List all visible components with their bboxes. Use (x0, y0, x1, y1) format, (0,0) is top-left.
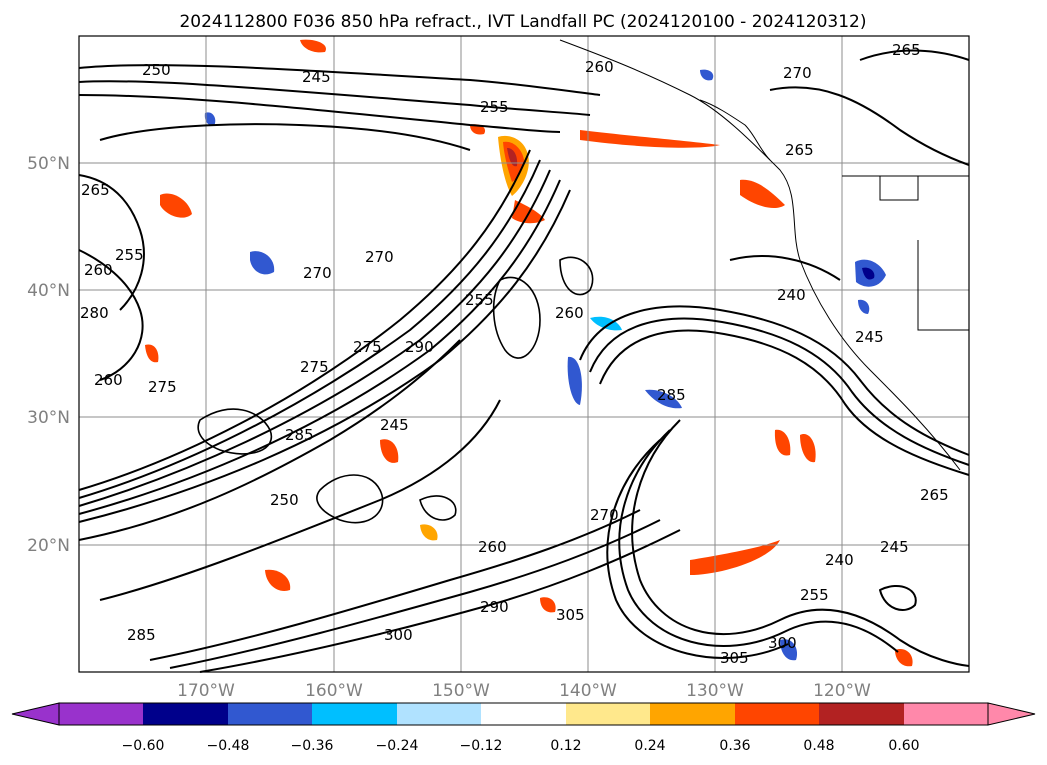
colorbar-tick: −0.60 (122, 738, 165, 754)
contour-label: 265 (785, 141, 814, 159)
colorbar-segment (566, 703, 650, 725)
contour-label: 260 (94, 371, 123, 389)
contour-label: 285 (127, 626, 156, 644)
map-frame (78, 35, 970, 673)
contour-label: 245 (302, 68, 331, 86)
colorbar-tick: 0.48 (803, 738, 834, 754)
contour-label: 260 (585, 58, 614, 76)
contour-label: 270 (303, 264, 332, 282)
colorbar-segments (59, 703, 988, 725)
refractivity-shading (145, 39, 913, 667)
colorbar-segment (397, 703, 481, 725)
contour-label: 260 (84, 261, 113, 279)
contour-labels: 250 245 255 260 270 265 265 265 255 260 … (80, 41, 949, 667)
contour-label: 255 (480, 98, 509, 116)
contour-label: 275 (353, 338, 382, 356)
contour-label: 255 (800, 586, 829, 604)
lat-lon-grid (79, 36, 969, 672)
lon-label: 130°W (686, 681, 744, 701)
lon-labels: 170°W 160°W 150°W 140°W 130°W 120°W (177, 681, 871, 701)
contour-label: 260 (478, 538, 507, 556)
lon-label: 160°W (305, 681, 363, 701)
contour-label: 300 (384, 626, 413, 644)
colorbar-tick: 0.36 (719, 738, 750, 754)
lon-label: 120°W (813, 681, 871, 701)
colorbar-segment (650, 703, 735, 725)
contour-label: 275 (148, 378, 177, 396)
contour-label: 265 (892, 41, 921, 59)
contour-label: 260 (555, 304, 584, 322)
contour-label: 245 (380, 416, 409, 434)
colorbar-segment (904, 703, 988, 725)
colorbar-segment (819, 703, 904, 725)
contour-label: 285 (657, 386, 686, 404)
colorbar-tick: 0.12 (550, 738, 581, 754)
contour-label: 240 (825, 551, 854, 569)
contour-label: 280 (80, 304, 109, 322)
contour-label: 270 (365, 248, 394, 266)
map-panel: 250 245 255 260 270 265 265 265 255 260 … (78, 35, 970, 673)
colorbar-tick: −0.24 (376, 738, 419, 754)
contour-label: 305 (720, 649, 749, 667)
colorbar-tick: −0.36 (291, 738, 334, 754)
colorbar: −0.60 −0.48 −0.36 −0.24 −0.12 0.12 0.24 … (11, 702, 1036, 754)
contour-label: 240 (777, 286, 806, 304)
contour-label: 290 (480, 598, 509, 616)
contour-label: 245 (880, 538, 909, 556)
contour-label: 250 (142, 61, 171, 79)
contour-label: 305 (556, 606, 585, 624)
contour-label: 275 (300, 358, 329, 376)
colorbar-extend-min (11, 702, 60, 726)
contour-label: 250 (270, 491, 299, 509)
colorbar-segment (481, 703, 566, 725)
lat-label: 50°N (27, 154, 70, 174)
colorbar-segment (735, 703, 819, 725)
lon-label: 150°W (432, 681, 490, 701)
contour-label: 300 (768, 634, 797, 652)
colorbar-segment (59, 703, 143, 725)
lat-labels: 50°N 40°N 30°N 20°N (27, 154, 70, 556)
contour-label: 290 (405, 338, 434, 356)
contour-label: 245 (855, 328, 884, 346)
lat-label: 20°N (27, 536, 70, 556)
lon-label: 140°W (559, 681, 617, 701)
contour-label: 270 (783, 64, 812, 82)
colorbar-segment (312, 703, 397, 725)
contour-label: 265 (81, 181, 110, 199)
colorbar-tick: 0.24 (634, 738, 665, 754)
contour-label: 265 (920, 486, 949, 504)
contour-label: 270 (590, 506, 619, 524)
contour-label: 285 (285, 426, 314, 444)
coastlines (559, 39, 969, 471)
colorbar-segment (143, 703, 228, 725)
colorbar-tick: −0.12 (460, 738, 503, 754)
contour-label: 255 (465, 291, 494, 309)
colorbar-tick: −0.48 (207, 738, 250, 754)
lon-label: 170°W (177, 681, 235, 701)
ivt-contours (78, 49, 970, 673)
colorbar-segment (228, 703, 312, 725)
lat-label: 30°N (27, 408, 70, 428)
contour-label: 255 (115, 246, 144, 264)
figure-title: 2024112800 F036 850 hPa refract., IVT La… (179, 12, 866, 32)
colorbar-tick: 0.60 (888, 738, 919, 754)
colorbar-extend-max (987, 702, 1036, 726)
lat-label: 40°N (27, 281, 70, 301)
